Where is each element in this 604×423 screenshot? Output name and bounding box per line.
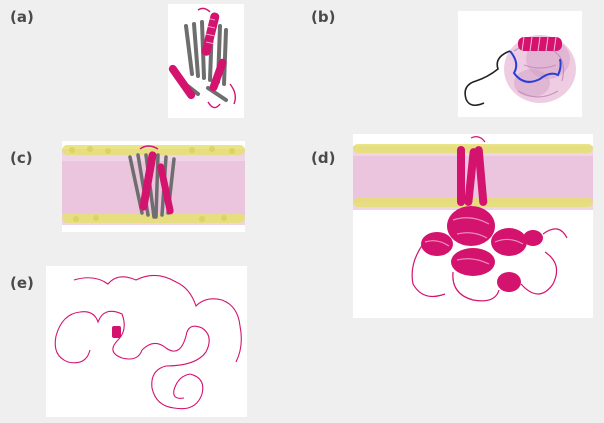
panel-c-structure bbox=[62, 141, 245, 232]
membrane-system-d bbox=[353, 136, 593, 302]
disordered-chain-e bbox=[54, 274, 242, 410]
panel-d-structure bbox=[353, 134, 593, 318]
membrane-system-c bbox=[62, 145, 245, 225]
panel-label-b: (b) bbox=[311, 8, 336, 26]
protein-structure-b bbox=[464, 35, 576, 107]
panel-label-d: (d) bbox=[311, 149, 336, 167]
panel-label-e: (e) bbox=[10, 274, 34, 292]
panel-e-structure bbox=[46, 266, 247, 417]
panel-a-structure bbox=[168, 4, 244, 118]
panel-label-c: (c) bbox=[10, 149, 33, 167]
protein-structure-a bbox=[168, 7, 237, 109]
panel-b-structure bbox=[458, 11, 582, 117]
panel-label-a: (a) bbox=[10, 8, 34, 26]
